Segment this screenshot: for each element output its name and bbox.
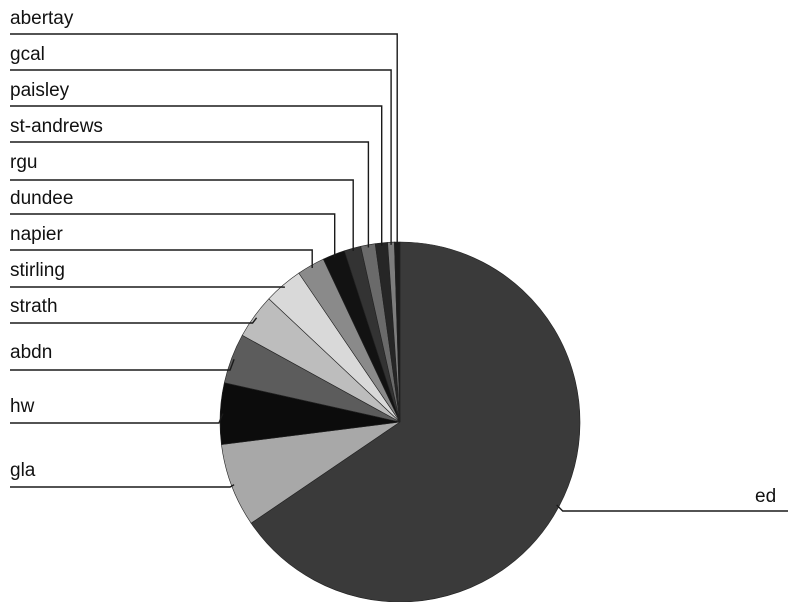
pie-slices [219, 241, 581, 602]
slice-label-ed: ed [755, 486, 776, 507]
slice-label-gcal: gcal [10, 44, 45, 65]
slice-label-stirling: stirling [10, 260, 65, 281]
leader-line-ed [556, 504, 788, 512]
leader-line-hw [10, 413, 224, 424]
slice-label-napier: napier [10, 224, 63, 245]
leader-line-gla [10, 484, 235, 488]
leader-line-napier [10, 249, 313, 268]
leader-line-st-andrews [10, 141, 370, 248]
slice-label-st-andrews: st-andrews [10, 116, 103, 137]
slice-label-rgu: rgu [10, 152, 37, 173]
slice-label-paisley: paisley [10, 80, 70, 101]
leader-line-abertay [10, 33, 398, 245]
slice-labels: ed gla hw abdn strath stirling napier dundee rgu… [10, 8, 776, 507]
leader-line-gcal [10, 69, 392, 245]
slice-label-gla: gla [10, 460, 36, 481]
slice-label-abertay: abertay [10, 8, 74, 29]
slice-label-dundee: dundee [10, 188, 73, 209]
leader-line-abdn [10, 359, 235, 371]
leader-lines [10, 33, 788, 512]
leader-line-rgu [10, 179, 354, 251]
slice-label-hw: hw [10, 396, 35, 417]
slice-label-strath: strath [10, 296, 58, 317]
pie-slice-ed [250, 241, 581, 602]
leader-line-paisley [10, 105, 383, 246]
slice-label-abdn: abdn [10, 342, 52, 363]
leader-line-strath [10, 317, 258, 324]
leader-line-dundee [10, 213, 336, 258]
